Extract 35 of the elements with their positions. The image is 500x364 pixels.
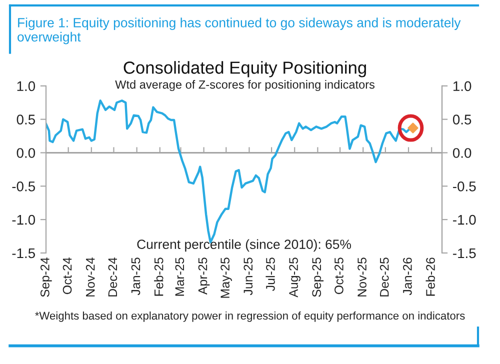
x-tick-label: Jan-25 (131, 258, 140, 296)
x-tick-label: Nov-25 (358, 258, 366, 296)
x-tick-label: Jan-26 (403, 258, 412, 296)
chart-title: Figure 1: Equity positioning has continued to go sideways and is moderately overweight (18, 18, 461, 44)
x-tick-label: Feb-25 (154, 258, 164, 296)
y-tick-label: -0.5 (12, 181, 36, 192)
x-tick-label: Oct-25 (334, 258, 344, 294)
x-tick-label: May-25 (220, 258, 232, 298)
x-tick-label: Nov-24 (86, 258, 95, 296)
chart-subtitle: Consolidated Equity Positioning (124, 61, 366, 78)
annotation: Current percentile (since 2010): 65% (137, 239, 351, 252)
text: *Weights based on explanatory power in regression of equity performance on indicators (35, 312, 465, 322)
y-tick-label: 0.0 (16, 148, 36, 158)
y2-tick-label: 0.5 (452, 114, 472, 124)
x-tick-label: Dec-25 (380, 258, 389, 296)
y-tick-label: -1.0 (12, 214, 36, 225)
y2-tick-label: -0.5 (453, 181, 476, 192)
y2-tick-label: 1.0 (453, 81, 472, 92)
y2-tick-label: 0.0 (452, 148, 472, 158)
y-tick-label: 1.0 (17, 81, 36, 92)
y2-tick-label: -1.5 (453, 248, 476, 258)
x-tick-label: Feb-26 (426, 258, 435, 296)
y2-tick-label: -1.0 (453, 214, 476, 225)
x-tick-label: Dec-24 (108, 258, 118, 296)
x-tick-label: Jun-25 (244, 258, 253, 296)
y-tick-label: 0.5 (16, 114, 36, 124)
x-tick-label: Mar-25 (175, 258, 184, 296)
x-tick-label: Sep-24 (40, 258, 52, 297)
annotation: Wtd average of Z-scores for positioning indicators (115, 80, 374, 92)
x-tick-label: Sep-25 (312, 258, 324, 297)
x-tick-label: Apr-25 (198, 258, 210, 295)
x-tick-label: Oct-24 (62, 258, 72, 294)
x-tick-label: Aug-25 (289, 258, 300, 298)
y-tick-label: -1.5 (12, 248, 36, 258)
x-tick-label: Jul-25 (266, 258, 275, 291)
